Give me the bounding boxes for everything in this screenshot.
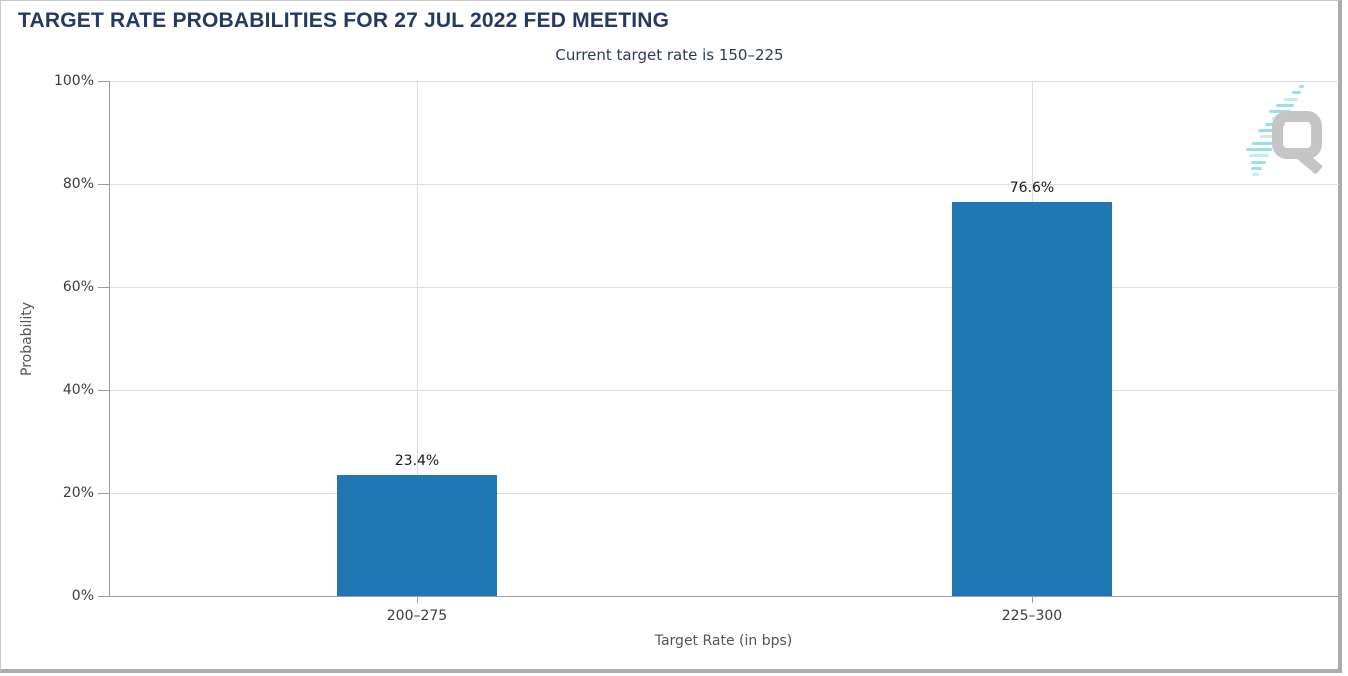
logo-dash-icon <box>1276 103 1295 107</box>
logo-dash-icon <box>1248 154 1269 158</box>
x-tick-mark <box>1032 597 1033 603</box>
x-tick-label: 225–300 <box>1001 608 1063 624</box>
logo-dash-icon <box>1291 91 1301 95</box>
logo-dash-icon <box>1299 85 1304 88</box>
y-tick-mark <box>98 287 110 288</box>
chart-subtitle: Current target rate is 150–225 <box>555 46 784 64</box>
y-gridline <box>110 493 1339 494</box>
logo-dash-icon <box>1246 148 1272 151</box>
y-gridline <box>110 81 1339 82</box>
y-gridline <box>110 287 1339 288</box>
logo-dash-icon <box>1250 160 1266 164</box>
y-tick-label: 60% <box>62 279 94 295</box>
y-gridline <box>110 184 1339 185</box>
logo-dash-icon <box>1251 166 1263 170</box>
y-gridline <box>110 390 1339 391</box>
y-tick-mark <box>98 493 110 494</box>
y-tick-mark <box>98 184 110 185</box>
y-tick-mark <box>98 81 110 82</box>
bar-value-label: 23.4% <box>394 453 440 469</box>
y-tick-label: 80% <box>62 176 94 192</box>
plot-area: 0% 20% 40% 60% 80% 100% 23.4% 200–275 76.6% 225–3… <box>54 73 1339 624</box>
logo-dash-icon <box>1283 97 1298 101</box>
q-watermark-logo <box>1234 85 1346 189</box>
y-axis-title: Probability <box>19 301 35 376</box>
x-axis-title: Target Rate (in bps) <box>654 633 793 649</box>
bar-value-label: 76.6% <box>1009 180 1055 196</box>
y-tick-label: 40% <box>62 382 94 398</box>
logo-dash-icon <box>1260 135 1279 139</box>
y-tick-label: 20% <box>62 485 94 501</box>
y-tick-label: 100% <box>53 73 94 89</box>
y-tick-mark <box>98 596 110 597</box>
x-tick-mark <box>417 597 418 603</box>
y-tick-mark <box>98 390 110 391</box>
logo-dash-icon <box>1252 173 1260 177</box>
logo-dash-icon <box>1252 141 1276 145</box>
bar <box>337 475 497 596</box>
bar-center-gridline <box>417 81 418 596</box>
x-tick-label: 200–275 <box>386 608 448 624</box>
bar <box>952 202 1112 596</box>
y-tick-label: 0% <box>71 588 94 604</box>
chart-title: TARGET RATE PROBABILITIES FOR 27 JUL 202… <box>18 9 670 32</box>
logo-dash-icon <box>1257 129 1282 133</box>
